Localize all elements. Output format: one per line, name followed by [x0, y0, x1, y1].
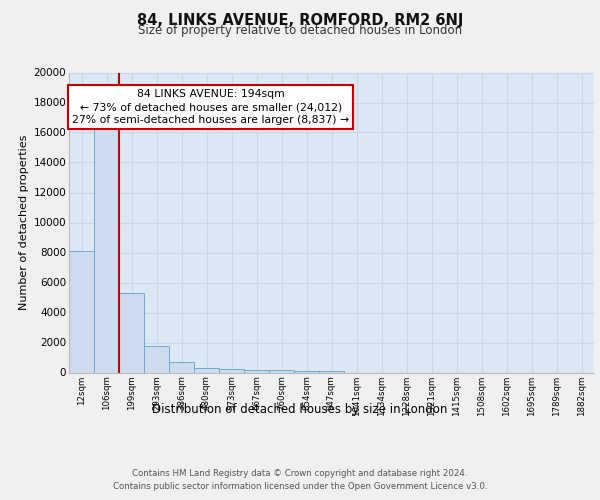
- Bar: [169, 362, 194, 372]
- Text: Size of property relative to detached houses in London: Size of property relative to detached ho…: [138, 24, 462, 37]
- Text: Contains HM Land Registry data © Crown copyright and database right 2024.
Contai: Contains HM Land Registry data © Crown c…: [113, 470, 487, 491]
- Bar: [219, 369, 244, 372]
- Bar: [319, 371, 344, 372]
- Bar: [244, 370, 269, 372]
- Bar: [94, 125, 119, 372]
- Bar: [144, 346, 169, 372]
- Bar: [69, 251, 94, 372]
- Text: Distribution of detached houses by size in London: Distribution of detached houses by size …: [152, 402, 448, 415]
- Bar: [194, 368, 219, 372]
- Bar: [119, 293, 144, 372]
- Bar: [269, 370, 294, 372]
- Y-axis label: Number of detached properties: Number of detached properties: [19, 135, 29, 310]
- Text: 84 LINKS AVENUE: 194sqm
← 73% of detached houses are smaller (24,012)
27% of sem: 84 LINKS AVENUE: 194sqm ← 73% of detache…: [72, 89, 349, 126]
- Bar: [294, 370, 319, 372]
- Text: 84, LINKS AVENUE, ROMFORD, RM2 6NJ: 84, LINKS AVENUE, ROMFORD, RM2 6NJ: [137, 12, 463, 28]
